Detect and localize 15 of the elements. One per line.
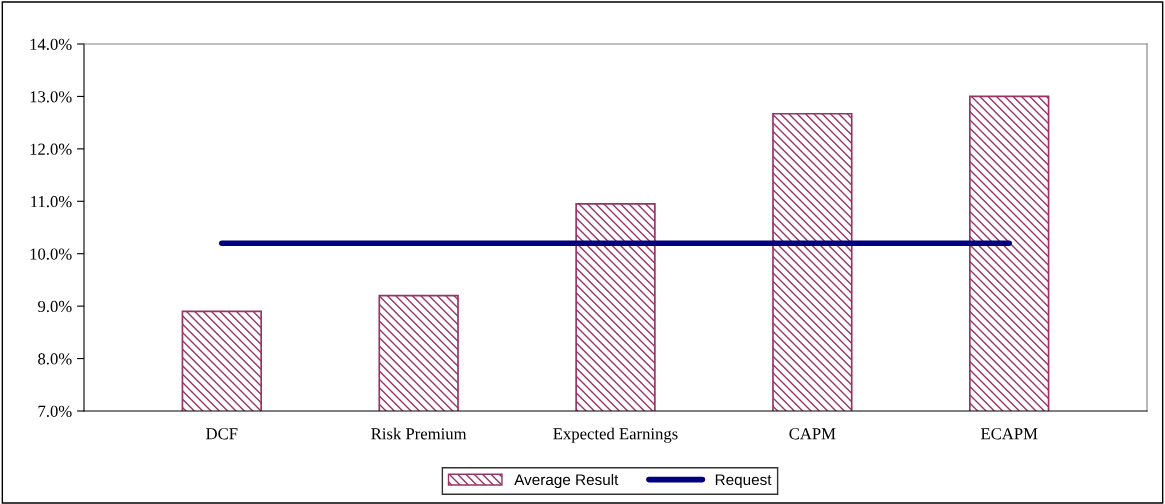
legend-label: Average Result <box>514 473 619 489</box>
y-tick-label: 8.0% <box>38 353 72 365</box>
y-tick-label: 11.0% <box>31 195 72 208</box>
y-tick-label: 14.0% <box>30 38 72 51</box>
y-tick-label: 7.0% <box>38 405 72 418</box>
y-tick-label: 10.0% <box>30 248 72 260</box>
y-tick-label: 9.0% <box>38 300 72 313</box>
y-tick-label: 13.0% <box>30 91 72 103</box>
y-tick-label: 12.0% <box>30 143 72 155</box>
x-tick-label: DCF <box>206 428 238 440</box>
x-tick-label: CAPM <box>789 428 836 440</box>
x-tick-label: ECAPM <box>980 428 1038 440</box>
x-tick-label: Expected Earnings <box>553 427 678 443</box>
x-tick-label: Risk Premium <box>371 427 467 440</box>
legend-label: Request <box>715 474 772 489</box>
